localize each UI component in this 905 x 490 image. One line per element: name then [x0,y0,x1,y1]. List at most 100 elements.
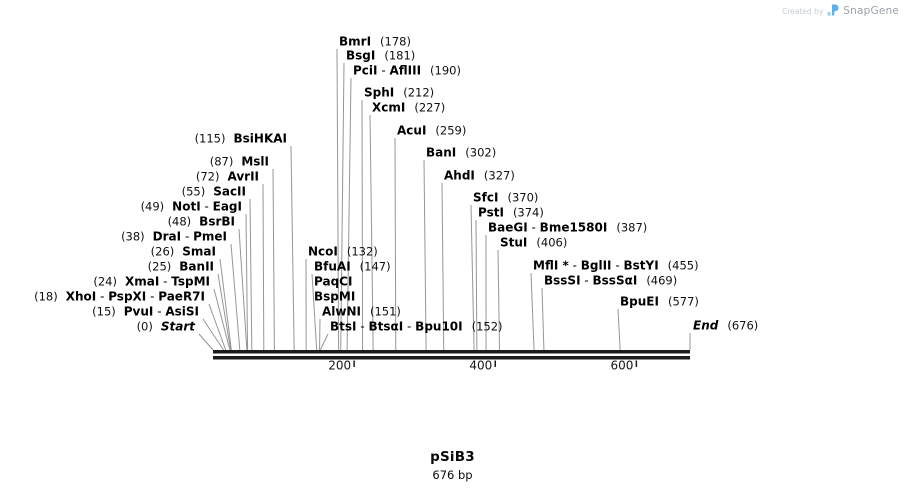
site-position: (370) [507,190,539,205]
site-connector [346,77,352,351]
site-position: (18) [34,289,58,304]
site-connector [530,272,535,351]
watermark-brand: SnapGene [843,5,899,17]
label-bsgi: BsgI (181) [346,49,415,62]
label-xhoi: (18) XhoI - PspXI - PaeR7I [34,290,205,303]
site-position: (302) [465,145,497,160]
enzyme-name: Start [160,319,195,334]
label-baegi: BaeGI - Bme1580I (387) [488,221,647,234]
enzyme-name: PaeR7I [158,289,205,304]
label-btsi: BtsI - BtsαI - Bpu10I (152) [330,320,503,333]
label-separator: - [403,319,416,334]
enzyme-name: End [693,318,719,333]
enzyme-name: BfuAI [314,259,351,274]
site-position: (15) [92,304,116,319]
watermark: Created by SnapGene [782,4,899,18]
sequence-bar [213,356,690,360]
label-bspmi: BspMI [314,290,355,303]
enzyme-name: BstYI [623,258,659,273]
site-position: (190) [430,63,461,78]
site-connector [470,204,475,351]
label-bfuai: BfuAI (147) [314,260,391,273]
enzyme-name: Bme1580I [539,220,608,235]
enzyme-name: DraI [152,229,182,244]
enzyme-name: XcmI [372,100,406,115]
label-pvui: (15) PvuI - AsiSI [92,305,199,318]
enzyme-name: Bpu10I [415,319,463,334]
site-position: (151) [370,304,401,319]
enzyme-name: BpuEI [620,294,659,309]
label-acui: AcuI (259) [397,124,466,137]
label-separator: - [611,258,624,273]
site-position: (327) [483,168,515,183]
enzyme-name: XmaI [124,274,160,289]
enzyme-name: MslI [241,154,269,169]
site-connector [311,273,318,351]
snapgene-logo-icon [827,4,839,18]
site-connector [213,288,231,351]
label-smai: (26) SmaI [151,245,216,258]
site-connector [230,243,241,351]
site-connector [217,273,232,351]
enzyme-name: NcoI [308,244,338,259]
site-position: (49) [140,199,165,214]
site-position: (676) [727,318,759,333]
site-position: (38) [121,229,145,244]
sequence-bar [213,350,690,354]
enzyme-name: SfcI [473,190,499,205]
label-mfli: MflI * - BglII - BstYI (455) [533,259,699,272]
enzyme-name: BssSαI [592,273,638,288]
site-connector [202,318,225,351]
map-title: pSiB3 [430,449,475,465]
site-connector [617,308,621,351]
label-separator: - [568,258,581,273]
site-position: (48) [167,214,192,229]
site-connector [319,333,329,351]
enzyme-name: EagI [212,199,242,214]
ruler-tick-label: 200 [328,359,351,373]
enzyme-name: BaeGI [488,220,528,235]
ruler-tick-label: 400 [469,359,492,373]
map-length: 676 bp [432,468,473,482]
enzyme-name: SphI [364,85,395,100]
site-connector [361,99,364,351]
label-separator: - [153,304,166,319]
enzyme-name: AcuI [397,123,427,138]
site-connector [541,287,545,351]
site-connector [340,62,345,351]
site-position: (0) [136,319,153,334]
enzyme-name: SacII [213,184,246,199]
label-end: End (676) [693,319,758,332]
label-psti: PstI (374) [478,206,544,219]
label-separator: - [200,199,213,214]
site-connector [249,198,253,351]
label-bsihkai: (115) BsiHKAI [195,132,287,145]
site-position: (469) [646,273,678,288]
site-position: (455) [667,258,699,273]
label-separator: - [96,289,109,304]
label-separator: - [377,63,390,78]
enzyme-name: AlwNI [322,304,361,319]
site-connector [441,182,445,351]
site-position: (115) [194,131,226,146]
site-connector [245,213,249,351]
site-position: (178) [380,34,411,49]
site-connector [336,48,340,351]
ruler-tick-label: 600 [610,359,633,373]
site-position: (26) [150,244,175,259]
site-position: (87) [209,154,234,169]
site-connector [208,303,227,351]
site-position: (25) [147,259,172,274]
site-position: (181) [384,48,416,63]
site-connector [262,183,265,351]
label-start: (0) Start [137,320,195,333]
label-paqci: PaqCI [314,275,352,288]
site-connector [198,333,214,351]
enzyme-name: AsiSI [165,304,199,319]
label-separator: - [527,220,540,235]
site-connector [475,219,478,351]
label-separator: - [159,274,172,289]
label-sacii: (55) SacII [182,185,246,198]
site-position: (374) [512,205,544,220]
